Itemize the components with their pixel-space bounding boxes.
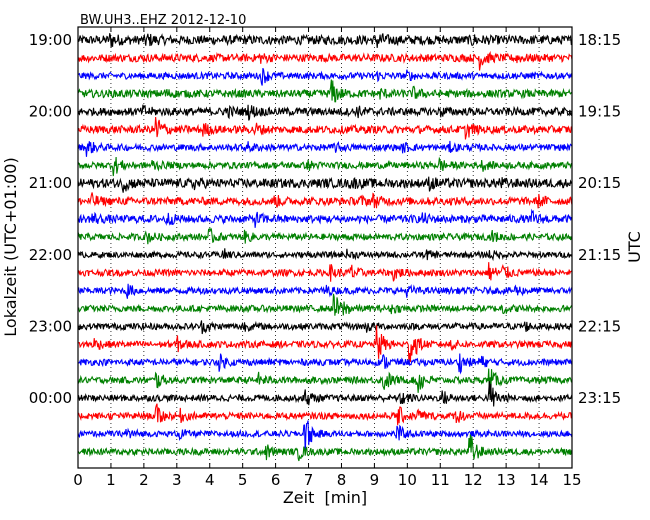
hour-label-left: 21:00	[29, 174, 72, 192]
seismic-trace	[77, 208, 573, 228]
hour-label-left: 20:00	[29, 103, 72, 121]
x-tick-label: 4	[205, 471, 215, 489]
x-tick-label: 13	[497, 471, 516, 489]
seismic-trace	[77, 283, 573, 299]
x-tick-label: 3	[172, 471, 182, 489]
hour-label-right: 21:15	[578, 246, 621, 264]
seismic-trace	[77, 368, 573, 395]
seismic-trace	[77, 192, 573, 209]
seismic-traces	[77, 33, 573, 462]
x-tick-label: 10	[398, 471, 417, 489]
hour-label-left: 22:00	[29, 246, 72, 264]
seismic-trace	[77, 226, 573, 245]
seismic-trace	[77, 434, 573, 462]
seismic-trace	[77, 116, 573, 140]
hour-label-right: 23:15	[578, 389, 621, 407]
x-tick-label: 15	[562, 471, 581, 489]
y-axis-label-left: Lokalzeit (UTC+01:00)	[1, 157, 20, 336]
x-axis-label: Zeit [min]	[283, 488, 367, 507]
seismic-trace	[77, 353, 573, 375]
hour-label-left: 23:00	[29, 317, 72, 335]
x-tick-label: 6	[271, 471, 281, 489]
hour-label-left: 00:00	[29, 389, 72, 407]
x-tick-label: 8	[337, 471, 347, 489]
seismic-trace	[77, 67, 573, 86]
x-tick-label: 2	[139, 471, 149, 489]
hour-label-right: 22:15	[578, 317, 621, 335]
hour-label-right: 18:15	[578, 31, 621, 49]
seismic-trace	[77, 156, 573, 177]
seismic-trace	[77, 140, 573, 157]
seismic-trace	[77, 420, 573, 455]
hour-label-left: 19:00	[29, 31, 72, 49]
seismic-trace	[77, 33, 573, 48]
seismic-trace	[77, 176, 573, 193]
x-tick-label: 9	[370, 471, 380, 489]
x-tick-label: 0	[73, 471, 83, 489]
hour-label-right: 20:15	[578, 174, 621, 192]
seismic-trace	[77, 320, 573, 335]
seismic-trace	[77, 50, 573, 71]
seismic-trace	[77, 325, 573, 365]
x-tick-label: 7	[304, 471, 314, 489]
chart-title: BW.UH3..EHZ 2012-12-10	[80, 13, 246, 28]
x-tick-label: 1	[106, 471, 116, 489]
seismic-trace	[77, 381, 573, 407]
seismic-trace	[77, 403, 573, 426]
plot-frame	[77, 26, 573, 469]
seismic-trace	[77, 248, 573, 262]
seismic-trace	[77, 79, 573, 103]
seismic-trace	[77, 104, 573, 121]
hour-label-right: 19:15	[578, 103, 621, 121]
x-tick-label: 11	[431, 471, 450, 489]
x-tick-label: 12	[464, 471, 483, 489]
x-tick-label: 5	[238, 471, 248, 489]
minute-grid	[110, 27, 540, 468]
seismic-trace	[77, 262, 573, 282]
y-axis-label-right: UTC	[625, 231, 644, 263]
seismic-trace	[77, 293, 573, 316]
x-tick-label: 14	[530, 471, 549, 489]
